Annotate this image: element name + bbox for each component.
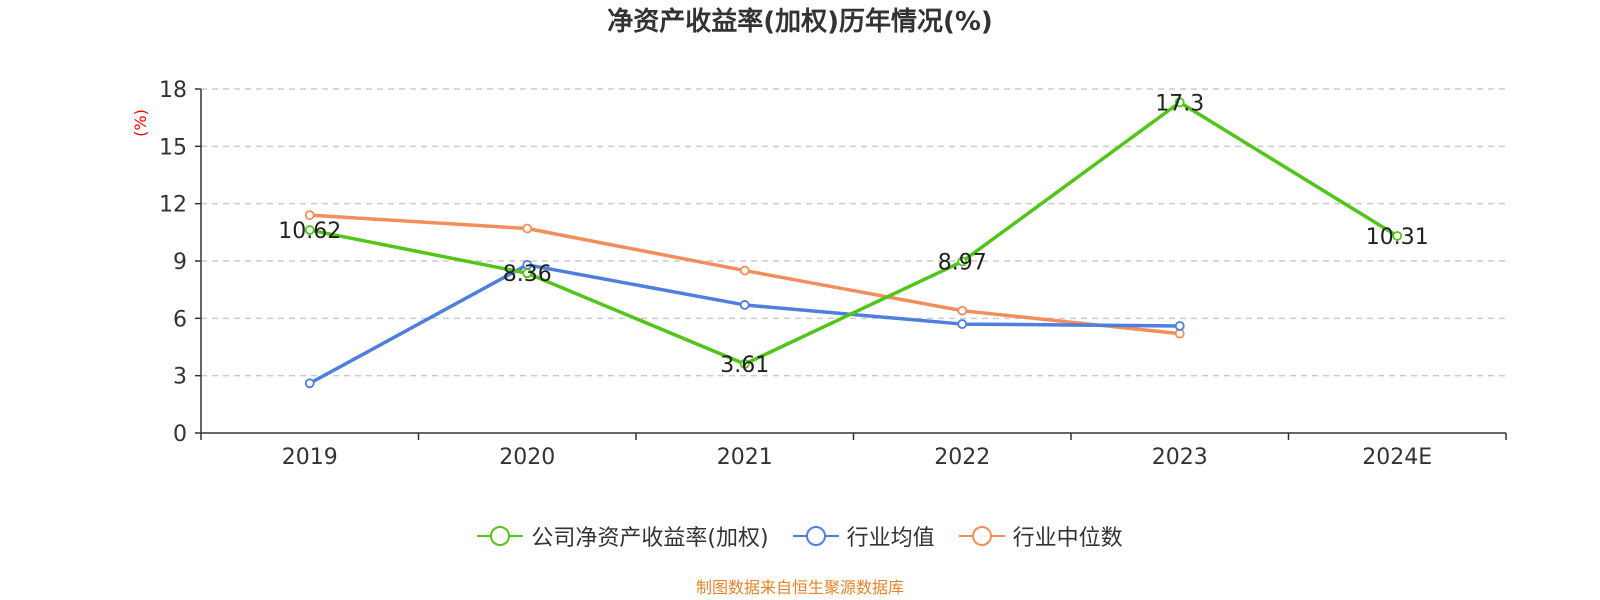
y-tick-label: 0 xyxy=(173,422,187,447)
data-point[interactable] xyxy=(739,359,750,369)
y-tick-label: 6 xyxy=(173,307,187,332)
x-tick-label: 2021 xyxy=(717,445,773,470)
series-layer xyxy=(304,97,1403,389)
legend-item-industry-median[interactable]: 行业中位数 xyxy=(958,520,1123,552)
data-point[interactable] xyxy=(304,225,315,235)
x-tick-label: 2023 xyxy=(1152,445,1208,470)
data-point[interactable] xyxy=(1174,321,1185,331)
data-point[interactable] xyxy=(957,305,968,316)
x-tick-label: 2019 xyxy=(282,445,338,470)
y-tick-label: 18 xyxy=(159,78,187,103)
legend: 公司净资产收益率(加权) 行业均值 行业中位数 xyxy=(0,520,1600,552)
data-source-note: 制图数据来自恒生聚源数据库 xyxy=(695,578,904,597)
data-label: 8.97 xyxy=(938,251,987,276)
legend-label: 公司净资产收益率(加权) xyxy=(531,526,769,551)
y-tick-label: 15 xyxy=(159,135,187,160)
series-0 xyxy=(304,97,1403,369)
y-tick-label: 3 xyxy=(173,365,187,390)
x-tick-label: 2020 xyxy=(499,445,555,470)
y-tick-label: 9 xyxy=(173,250,187,275)
data-point[interactable] xyxy=(304,210,315,221)
series-2 xyxy=(304,210,1185,339)
data-label: 3.61 xyxy=(720,353,769,378)
x-tick-label: 2022 xyxy=(934,445,990,470)
label-layer: 10.62 8.36 3.61 8.97 17.3 10.31 xyxy=(278,91,1428,378)
data-point[interactable] xyxy=(1392,231,1403,241)
data-point[interactable] xyxy=(957,319,968,329)
axis-layer: 0 3 6 9 12 15 18 (%) 2019 2020 2021 2022 2023 2024E xyxy=(131,78,1507,470)
y-tick-label: 12 xyxy=(159,193,187,218)
legend-line-marker-icon xyxy=(477,526,524,546)
data-point[interactable] xyxy=(739,265,750,276)
legend-item-company-roe[interactable]: 公司净资产收益率(加权) xyxy=(477,520,769,552)
legend-line-marker-icon xyxy=(958,526,1005,546)
data-point[interactable] xyxy=(1174,97,1185,108)
legend-line-marker-icon xyxy=(792,526,839,546)
data-point[interactable] xyxy=(739,300,750,310)
legend-label: 行业均值 xyxy=(846,526,935,551)
data-point[interactable] xyxy=(957,256,968,267)
grid-layer xyxy=(201,88,1506,377)
data-point[interactable] xyxy=(304,378,315,389)
x-tick-label: 2024E xyxy=(1362,445,1432,470)
chart-title: 净资产收益率(加权)历年情况(%) xyxy=(607,7,993,37)
legend-label: 行业中位数 xyxy=(1012,526,1123,551)
series-1 xyxy=(304,259,1185,389)
data-label: 17.3 xyxy=(1155,91,1204,116)
data-label: 10.62 xyxy=(278,219,341,244)
data-point[interactable] xyxy=(522,223,533,234)
data-label: 10.31 xyxy=(1366,225,1429,250)
legend-item-industry-mean[interactable]: 行业均值 xyxy=(792,520,935,552)
y-axis-label: (%) xyxy=(131,109,150,137)
data-point[interactable] xyxy=(522,268,533,279)
data-label: 8.36 xyxy=(503,262,552,287)
series-line xyxy=(309,100,1399,366)
